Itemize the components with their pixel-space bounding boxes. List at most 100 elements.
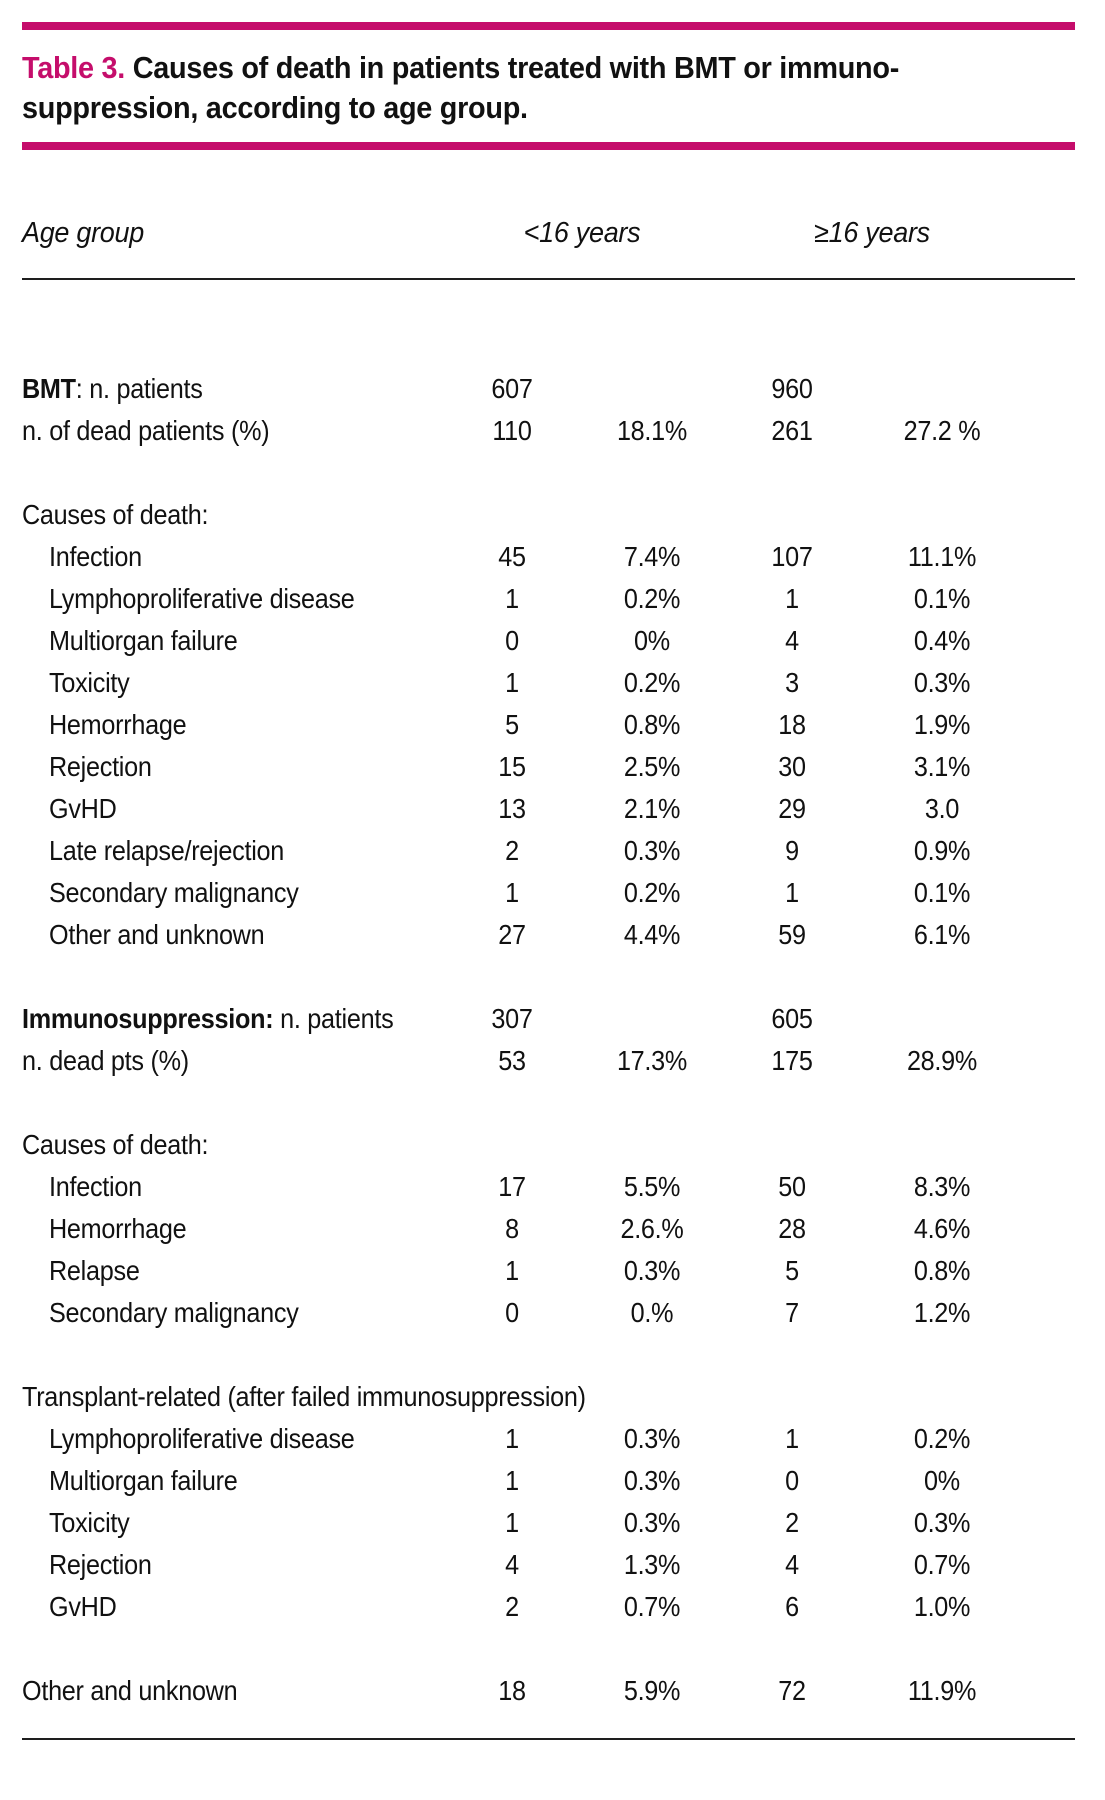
table-number: Table 3. [22,50,125,85]
cell-pct-under16: 5.9% [623,1675,681,1706]
row-spacer [22,452,1075,494]
cell-n-under16: 13 [498,793,526,824]
cell-n-under16: 1 [505,1507,519,1538]
cell-n-under16: 1 [505,583,519,614]
cell-n-under16: 17 [498,1171,526,1202]
cell-n-under16: 5 [505,709,519,740]
cell-n-over16: 5 [785,1255,799,1286]
cell-n-over16: 4 [785,1549,799,1580]
cell-n-under16: 110 [492,415,532,446]
cell-pct-over16: 11.9% [907,1675,977,1706]
table-row: Hemorrhage 8 2.6.% 28 4.6% [22,1208,1075,1250]
cell-n-under16: 1 [505,1255,519,1286]
table-row: Late relapse/rejection 2 0.3% 9 0.9% [22,830,1075,872]
cell-n-under16: 1 [505,1423,519,1454]
cell-pct-under16: 2.6.% [620,1213,684,1244]
cell-pct-under16: 7.4% [623,541,681,572]
cell-pct-under16: 0.3% [623,835,681,866]
row-label: Lymphoproliferative disease [49,583,355,614]
row-label: Lymphoproliferative disease [49,1423,355,1454]
cell-pct-over16: 8.3% [913,1171,971,1202]
column-header-row: Age group <16 years ≥16 years [22,212,1075,254]
row-label: GvHD [49,793,117,824]
row-label: Late relapse/rejection [49,835,285,866]
row-label: Rejection [49,751,152,782]
table-row: Lymphoproliferative disease 1 0.3% 1 0.2% [22,1418,1075,1460]
table-title: Table 3. Causes of death in patients tre… [22,48,1075,128]
cell-pct-over16: 11.1% [907,541,977,572]
cell-pct-over16: 1.2% [913,1297,971,1328]
cell-pct-under16: 0.3% [623,1465,681,1496]
cell-n-under16: 1 [505,877,519,908]
cell-n-under16: 1 [505,667,519,698]
cell-pct-under16: 0.3% [623,1423,681,1454]
row-label: n. dead pts (%) [22,1045,189,1076]
cell-pct-over16: 0.2% [913,1423,971,1454]
cell-n-over16: 18 [778,709,806,740]
cell-n-under16: 0 [505,1297,519,1328]
cell-n-over16: 261 [771,415,813,446]
row-label: Secondary malignancy [49,1297,299,1328]
cell-pct-over16: 3.0 [924,793,960,824]
cell-pct-under16: 0.2% [623,583,681,614]
table-row: Toxicity 1 0.3% 2 0.3% [22,1502,1075,1544]
cell-n-over16: 28 [778,1213,806,1244]
cell-n-under16: 53 [498,1045,526,1076]
title-accent-rule [22,142,1075,150]
cell-n-under16: 45 [498,541,526,572]
row-label: Multiorgan failure [49,1465,238,1496]
cell-pct-over16: 0.9% [913,835,971,866]
table-row: Secondary malignancy 1 0.2% 1 0.1% [22,872,1075,914]
table-row: Other and unknown 18 5.9% 72 11.9% [22,1670,1075,1712]
row-label: GvHD [49,1591,117,1622]
age-group-header: Age group [22,216,144,249]
row-spacer [22,1334,1075,1376]
cell-n-over16: 1 [785,583,799,614]
row-label: Hemorrhage [49,709,187,740]
cell-pct-under16: 17.3% [616,1045,688,1076]
row-spacer [22,1628,1075,1670]
cell-pct-under16: 0.2% [623,667,681,698]
table-row: Hemorrhage 5 0.8% 18 1.9% [22,704,1075,746]
cell-pct-over16: 0.3% [913,1507,971,1538]
table-caption-line1: Causes of death in patients treated with… [124,50,900,85]
cell-pct-under16: 0.7% [623,1591,681,1622]
bottom-rule [22,1738,1075,1740]
cell-n-over16: 4 [785,625,799,656]
cell-pct-over16: 0.1% [913,877,971,908]
table-row: Toxicity 1 0.2% 3 0.3% [22,662,1075,704]
cell-n-over16: 960 [771,373,813,404]
cell-pct-over16: 27.2 % [903,415,981,446]
row-label: Toxicity [49,667,130,698]
row-spacer [22,1082,1075,1124]
row-label: Other and unknown [22,1675,238,1706]
under-16-years-header: <16 years [523,216,641,249]
cell-n-under16: 2 [505,1591,519,1622]
cell-pct-under16: 5.5% [623,1171,681,1202]
table-row: Lymphoproliferative disease 1 0.2% 1 0.1% [22,578,1075,620]
cell-pct-under16: 2.1% [623,793,681,824]
cell-n-under16: 607 [491,373,533,404]
row-label-bold: BMT [22,373,76,404]
header-rule [22,278,1075,280]
cell-n-under16: 4 [505,1549,519,1580]
cell-pct-over16: 0.4% [913,625,971,656]
row-label: Infection [49,1171,142,1202]
table-row: Infection 45 7.4% 107 11.1% [22,536,1075,578]
row-label: Hemorrhage [49,1213,187,1244]
cell-n-over16: 1 [785,1423,799,1454]
row-spacer [22,956,1075,998]
cell-n-over16: 50 [778,1171,806,1202]
table-row: Secondary malignancy 0 0.% 7 1.2% [22,1292,1075,1334]
cell-pct-under16: 0.2% [623,877,681,908]
row-label: Immunosuppression: n. patients [22,1003,394,1034]
cell-n-under16: 15 [498,751,526,782]
top-accent-bar [22,22,1075,30]
cell-n-over16: 6 [785,1591,799,1622]
cell-pct-under16: 2.5% [623,751,681,782]
row-label: Infection [49,541,142,572]
cell-n-over16: 9 [785,835,799,866]
over-16-years-header: ≥16 years [814,216,930,249]
cell-n-under16: 307 [491,1003,533,1034]
